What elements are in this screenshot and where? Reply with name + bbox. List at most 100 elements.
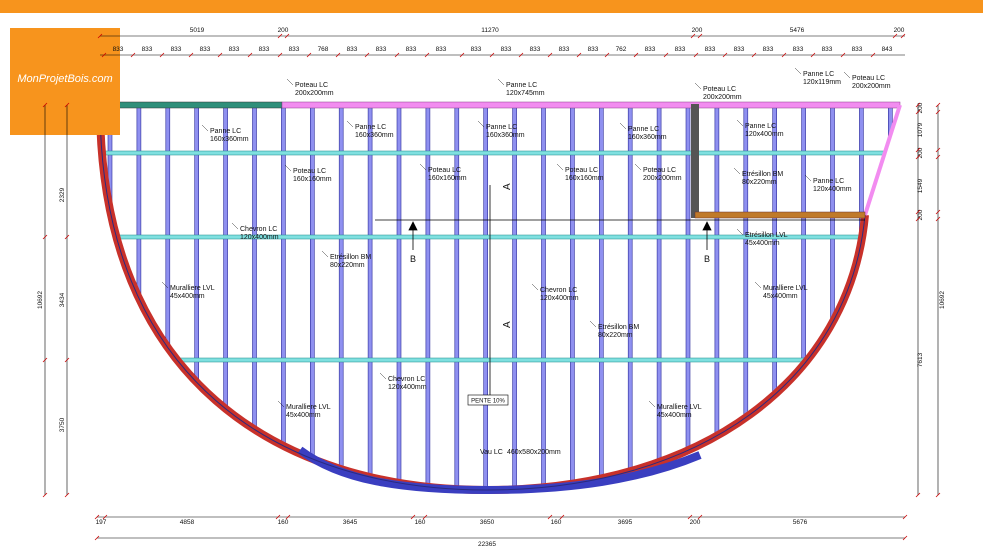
dimension-tick xyxy=(159,52,165,58)
label-size: 45x400mm xyxy=(745,240,780,247)
dimension-tick xyxy=(604,52,610,58)
dimension-tick xyxy=(697,33,703,39)
label-size: 120x400mm xyxy=(813,186,852,193)
brown-beam xyxy=(694,211,866,219)
dimension-label: 22365 xyxy=(478,541,496,548)
label-name: Poteau LC xyxy=(565,167,598,174)
label-name: Poteau LC xyxy=(703,86,736,93)
dimension-tick xyxy=(275,514,281,520)
dimension-tick xyxy=(915,209,921,215)
rafter xyxy=(483,105,489,490)
label-name: Etrésillon BM xyxy=(742,171,783,178)
dimension-label: 3434 xyxy=(59,292,66,307)
dimension-label: 5476 xyxy=(790,27,805,34)
label-name: Panne LC xyxy=(355,124,386,131)
top-beam-left xyxy=(99,101,283,109)
dimension-label: 833 xyxy=(793,46,804,53)
leader xyxy=(736,228,744,236)
top-beam xyxy=(281,101,901,109)
rafter xyxy=(570,105,575,490)
dimension-label: 833 xyxy=(406,46,417,53)
dimension-label: 833 xyxy=(436,46,447,53)
label-size: 160x360mm xyxy=(628,134,667,141)
label-size: 120x400mm xyxy=(745,131,784,138)
leader xyxy=(794,67,802,75)
top-bar xyxy=(0,0,983,13)
slope-box xyxy=(467,394,509,406)
leader xyxy=(231,222,239,230)
dimension-tick xyxy=(935,109,941,115)
dimension-label: 833 xyxy=(200,46,211,53)
label-name: Chevron LC xyxy=(540,287,577,294)
dimension-tick xyxy=(900,33,906,39)
dimension-tick xyxy=(915,154,921,160)
label-size: 200x200mm xyxy=(643,175,682,182)
dimension-tick xyxy=(935,154,941,160)
dimension-label: 833 xyxy=(734,46,745,53)
rafter xyxy=(512,105,517,490)
label-size: 120x745mm xyxy=(506,90,545,97)
label-name: Muralliere LVL xyxy=(763,285,808,292)
label-name: Poteau LC xyxy=(852,75,885,82)
leader xyxy=(648,400,656,408)
label-name: Panne LC xyxy=(803,71,834,78)
purlin xyxy=(100,150,900,156)
dimension-label: 833 xyxy=(852,46,863,53)
label-name: Panne LC xyxy=(628,126,659,133)
dimension-label: 833 xyxy=(763,46,774,53)
dimension-tick xyxy=(547,52,553,58)
rafter xyxy=(887,105,893,490)
dimension-label: 4858 xyxy=(180,519,195,526)
dimension-label: 833 xyxy=(229,46,240,53)
label-size: 160x360mm xyxy=(355,132,394,139)
section-arrow xyxy=(702,221,712,250)
dimension-label: 10692 xyxy=(939,291,946,309)
dimension-tick xyxy=(915,492,921,498)
rafter xyxy=(830,105,835,490)
label-size: 120x400mm xyxy=(540,295,579,302)
label-name: Etrésillon LVL xyxy=(745,232,788,239)
label-name: Panne LC xyxy=(813,178,844,185)
leader xyxy=(477,120,485,128)
leader xyxy=(286,78,294,86)
label-name: Panne LC xyxy=(210,128,241,135)
dimension-tick xyxy=(935,209,941,215)
label-size: 160x160mm xyxy=(428,175,467,182)
dimension-tick xyxy=(547,514,553,520)
rafter xyxy=(598,105,604,490)
leader xyxy=(201,124,209,132)
dimension-label: 3695 xyxy=(618,519,633,526)
label-name: Muralliere LVL xyxy=(657,404,702,411)
rafter xyxy=(541,105,546,490)
label-name: Muralliere LVL xyxy=(170,285,215,292)
rafter xyxy=(425,105,431,490)
dimension-label: 200 xyxy=(917,102,924,113)
label-size: 45x400mm xyxy=(286,412,321,419)
dimension-label: 200 xyxy=(278,27,289,34)
rafter xyxy=(656,105,662,490)
dimension-label: 833 xyxy=(289,46,300,53)
rafter xyxy=(107,105,113,490)
dimension-tick xyxy=(751,52,757,58)
dimension-tick xyxy=(690,33,696,39)
purlin xyxy=(100,234,900,240)
dimension-tick xyxy=(277,33,283,39)
dimension-tick xyxy=(335,52,341,58)
dimension-tick xyxy=(840,52,846,58)
dimension-tick xyxy=(394,52,400,58)
dimension-label: 3750 xyxy=(59,417,66,432)
dimension-label: 200 xyxy=(917,209,924,220)
dimension-tick xyxy=(663,52,669,58)
dimension-label: 160 xyxy=(415,519,426,526)
dimension-label: 833 xyxy=(347,46,358,53)
dimension-tick xyxy=(410,514,416,520)
label-name: Panne LC xyxy=(745,123,776,130)
dimension-tick xyxy=(94,514,100,520)
label-size: 460x580x200mm xyxy=(507,449,561,456)
label-name: Muralliere LVL xyxy=(286,404,331,411)
logo: MonProjetBois.com xyxy=(17,73,112,85)
leader xyxy=(284,164,292,172)
leader xyxy=(804,174,812,182)
section-mark: A xyxy=(502,183,513,190)
dimension-label: 200 xyxy=(692,27,703,34)
